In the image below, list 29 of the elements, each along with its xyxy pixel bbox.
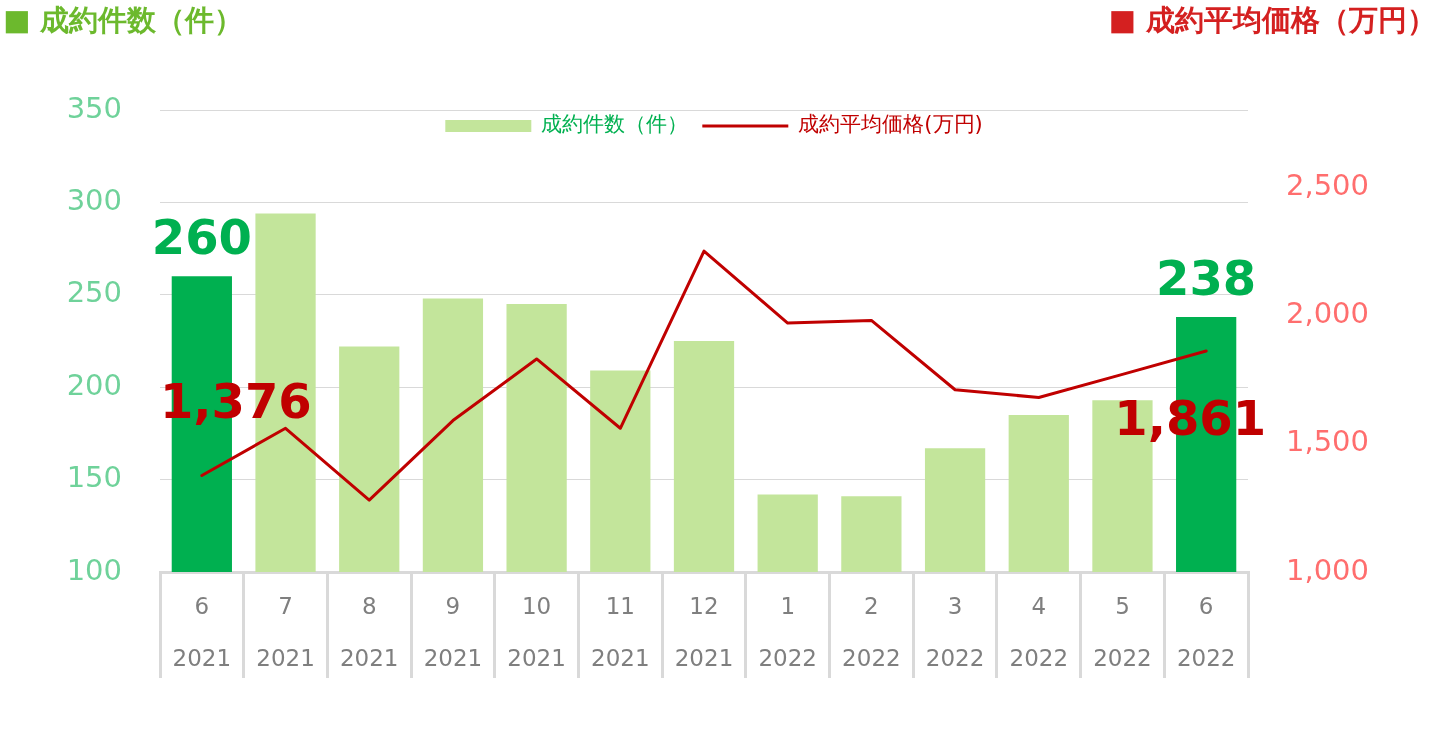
y-tick-label: 300 <box>66 182 122 217</box>
y2-tick-label: 1,000 <box>1286 552 1370 587</box>
x-tick-label: 10 2021 <box>507 593 566 672</box>
y-tick-label: 150 <box>66 460 122 495</box>
y-tick-label: 200 <box>66 367 122 402</box>
y-tick-label: 100 <box>66 552 122 587</box>
x-tick-label: 8 2021 <box>339 593 399 672</box>
legend-label: 成約平均価格(万円) <box>798 112 983 137</box>
y2-tick-label: 2,000 <box>1286 295 1370 330</box>
data-label: 260 <box>151 209 252 266</box>
data-label: 238 <box>1156 249 1257 306</box>
x-tick-label: 9 2021 <box>423 593 483 672</box>
x-tick-label: 7 2021 <box>256 593 315 672</box>
x-tick-label: 5 2022 <box>1093 593 1152 672</box>
y-tick-label: 250 <box>66 275 122 310</box>
legend-label: 成約件数（件） <box>541 112 689 137</box>
y-tick-label: 350 <box>66 90 122 125</box>
x-tick-label: 6 2021 <box>172 593 232 672</box>
y2-tick-label: 1,500 <box>1286 424 1370 459</box>
y-axis-title: ■ 成約件数（件） <box>3 2 244 38</box>
x-tick-label: 12 2021 <box>674 593 734 672</box>
x-tick-label: 2 2022 <box>842 593 901 672</box>
x-tick-label: 11 2021 <box>591 593 650 672</box>
y2-tick-label: 2,500 <box>1286 167 1370 202</box>
x-tick-label: 6 2022 <box>1176 593 1236 672</box>
x-tick-label: 1 2022 <box>758 593 817 672</box>
y2-axis-title: ■ 成約平均価格（万円） <box>1108 2 1436 38</box>
x-tick-label: 4 2022 <box>1009 593 1069 672</box>
x-tick-label: 3 2022 <box>925 593 985 672</box>
